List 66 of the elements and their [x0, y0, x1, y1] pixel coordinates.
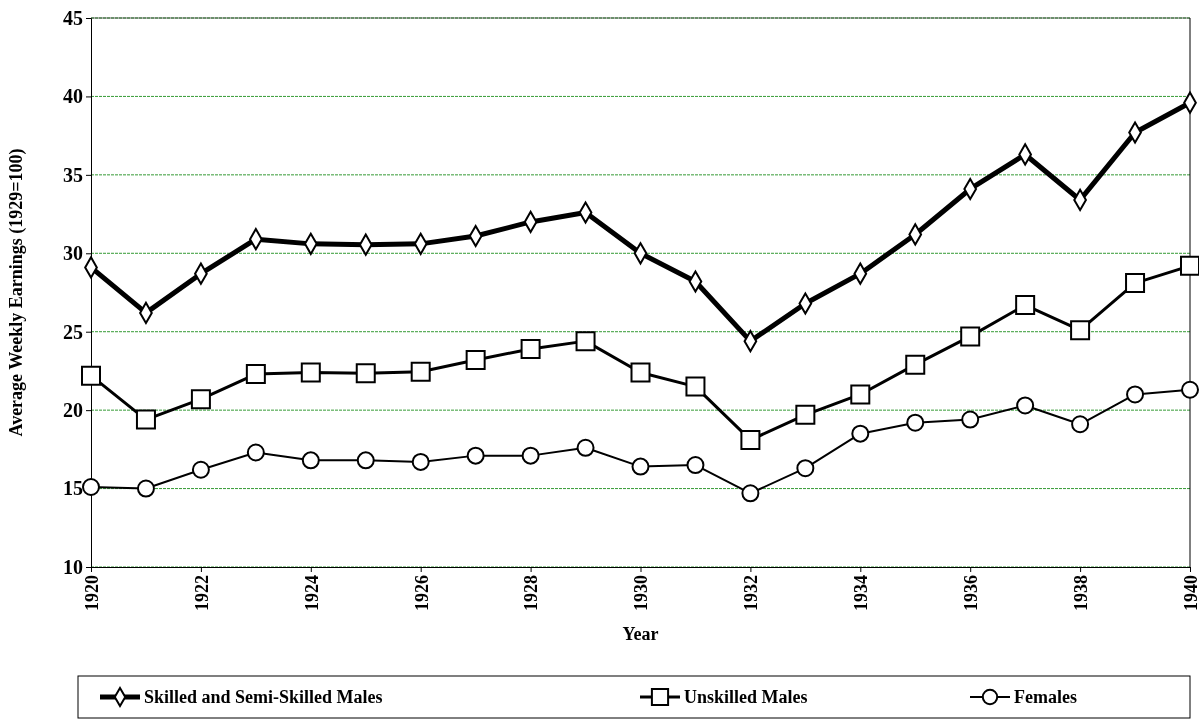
point: [905, 354, 926, 375]
y-tick-label: 45: [63, 6, 83, 29]
point: [82, 478, 100, 496]
point: [906, 413, 925, 432]
y-axis-title: Average Weekly Earnings (1929=100): [6, 148, 27, 437]
point: [960, 326, 981, 347]
point: [410, 361, 431, 382]
point: [1125, 273, 1146, 294]
point: [1015, 295, 1036, 316]
x-tick-label: 1928: [521, 575, 542, 611]
point: [81, 365, 101, 386]
point: [741, 484, 760, 503]
point: [1181, 380, 1199, 399]
point: [246, 443, 265, 462]
point: [631, 457, 650, 476]
x-tick-label: 1924: [301, 575, 322, 611]
x-tick-label: 1930: [631, 575, 652, 611]
y-tick-label: 20: [63, 399, 83, 422]
x-tick-label: 1922: [191, 575, 212, 611]
point: [521, 446, 540, 465]
point: [135, 409, 156, 430]
legend-label: Unskilled Males: [684, 687, 808, 708]
x-axis-title: Year: [622, 624, 659, 644]
point: [795, 404, 816, 425]
y-tick-label: 15: [63, 477, 83, 500]
point: [191, 460, 210, 479]
x-tick-label: 1934: [851, 575, 872, 611]
point: [355, 363, 376, 384]
x-tick-label: 1940: [1180, 575, 1199, 611]
legend-label: Skilled and Semi-Skilled Males: [144, 687, 383, 708]
point: [356, 451, 375, 470]
x-tick-label: 1926: [411, 575, 432, 611]
y-tick-label: 40: [63, 85, 83, 108]
point: [1180, 255, 1199, 276]
point: [630, 362, 651, 383]
point: [190, 389, 211, 410]
point: [300, 362, 321, 383]
x-tick-label: 1920: [81, 575, 102, 611]
point: [1126, 385, 1145, 404]
point: [851, 424, 870, 443]
y-tick-label: 10: [63, 555, 83, 578]
point: [740, 429, 761, 450]
point: [411, 452, 430, 471]
point: [245, 364, 266, 385]
point: [575, 331, 596, 352]
point: [796, 459, 815, 478]
point: [465, 349, 486, 370]
point: [466, 446, 485, 465]
point: [961, 410, 980, 429]
y-tick-label: 35: [63, 163, 83, 186]
point: [686, 456, 705, 475]
legend-label: Females: [1014, 687, 1077, 708]
point: [576, 438, 595, 457]
x-tick-label: 1938: [1070, 575, 1091, 611]
point: [850, 384, 871, 405]
point: [1016, 396, 1035, 415]
point: [1071, 415, 1090, 434]
x-tick-label: 1936: [961, 575, 981, 611]
point: [520, 338, 541, 359]
point: [301, 451, 320, 470]
y-tick-label: 25: [63, 320, 83, 343]
x-tick-label: 1932: [741, 575, 762, 611]
point: [1070, 320, 1091, 341]
point: [685, 376, 706, 397]
point: [136, 479, 155, 498]
y-tick-label: 30: [63, 242, 83, 265]
